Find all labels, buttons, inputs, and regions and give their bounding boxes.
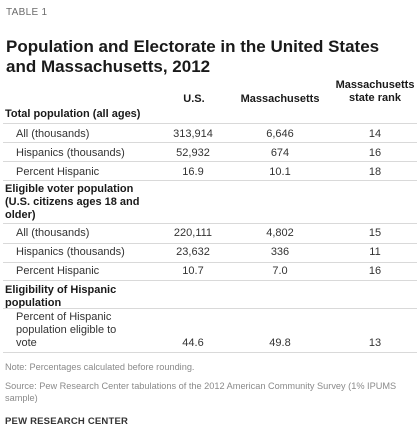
cell-us: 16.9	[182, 166, 204, 178]
table-note: Note: Percentages calculated before roun…	[5, 362, 195, 372]
cell-us: 44.6	[182, 337, 204, 349]
section-title-hispanic-eligibility: Eligibility of Hispanic population	[5, 284, 117, 309]
row-divider	[3, 123, 417, 124]
table-label: TABLE 1	[6, 7, 48, 18]
cell-massachusetts: 336	[270, 246, 290, 258]
cell-massachusetts: 49.8	[269, 337, 291, 349]
cell-state-rank: 15	[368, 227, 382, 239]
cell-massachusetts: 674	[270, 147, 290, 159]
row-label: Percent Hispanic	[16, 265, 100, 277]
cell-massachusetts: 4,802	[266, 227, 294, 239]
row-divider	[3, 180, 417, 181]
section-title-total-population: Total population (all ages)	[5, 108, 141, 120]
row-divider	[3, 262, 417, 263]
cell-massachusetts: 7.0	[272, 265, 288, 277]
row-label: All (thousands)	[16, 128, 90, 140]
column-header-state-rank: Massachusetts state rank	[335, 79, 415, 104]
cell-state-rank: 14	[368, 128, 382, 140]
cell-us: 52,932	[176, 147, 210, 159]
column-header-us: U.S.	[183, 93, 205, 105]
row-divider	[3, 142, 417, 143]
cell-state-rank: 18	[368, 166, 382, 178]
row-divider	[3, 161, 417, 162]
cell-massachusetts: 10.1	[269, 166, 291, 178]
cell-state-rank: 16	[368, 147, 382, 159]
row-label: Percent Hispanic	[16, 166, 100, 178]
row-divider	[3, 352, 417, 353]
row-label: Percent of Hispanic population eligible …	[16, 311, 117, 349]
cell-us: 313,914	[173, 128, 213, 140]
cell-us: 10.7	[182, 265, 204, 277]
table-title: Population and Electorate in the United …	[6, 37, 380, 76]
row-divider	[3, 308, 417, 309]
row-divider	[3, 280, 417, 281]
row-divider	[3, 243, 417, 244]
row-label: Hispanics (thousands)	[16, 147, 125, 159]
cell-us: 220,111	[173, 227, 213, 239]
table-source: Source: Pew Research Center tabulations …	[5, 381, 397, 403]
section-title-eligible-voters: Eligible voter population (U.S. citizens…	[5, 183, 140, 221]
cell-state-rank: 13	[368, 337, 382, 349]
row-label: Hispanics (thousands)	[16, 246, 125, 258]
column-header-massachusetts: Massachusetts	[240, 93, 320, 105]
cell-massachusetts: 6,646	[266, 128, 294, 140]
row-divider	[3, 223, 417, 224]
credit-line: PEW RESEARCH CENTER	[5, 416, 129, 427]
cell-state-rank: 16	[368, 265, 382, 277]
cell-us: 23,632	[176, 246, 210, 258]
cell-state-rank: 11	[369, 246, 381, 258]
row-label: All (thousands)	[16, 227, 90, 239]
